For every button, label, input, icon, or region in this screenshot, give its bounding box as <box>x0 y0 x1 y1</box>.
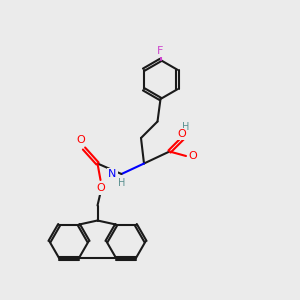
Text: O: O <box>188 151 197 161</box>
Text: O: O <box>177 129 186 139</box>
Text: O: O <box>76 135 85 145</box>
Text: N: N <box>108 169 117 179</box>
Text: H: H <box>182 122 190 132</box>
Text: O: O <box>96 183 105 194</box>
Text: F: F <box>157 46 164 56</box>
Text: H: H <box>118 178 125 188</box>
